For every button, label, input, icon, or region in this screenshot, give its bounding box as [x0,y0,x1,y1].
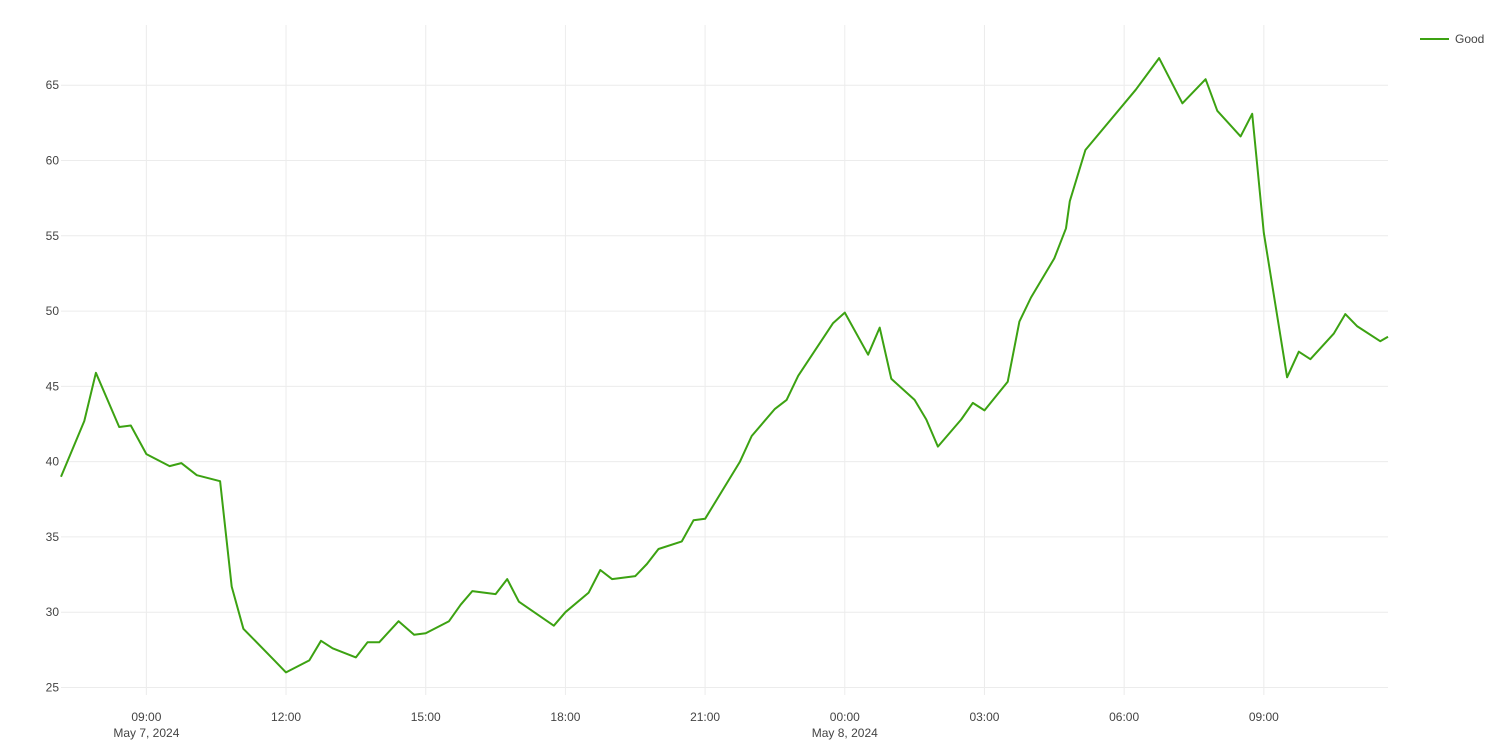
y-tick-label: 40 [46,455,60,469]
y-tick-label: 50 [46,304,60,318]
y-tick-label: 55 [46,229,60,243]
x-gridlines [145,25,1265,695]
y-axis-ticks: 25 30 35 40 45 50 55 60 65 [46,78,60,694]
x-tick-label: 06:00 [1109,710,1139,724]
y-tick-label: 30 [46,605,60,619]
x-tick-label: 21:00 [690,710,720,724]
y-tick-label: 60 [46,154,60,168]
y-tick-label: 45 [46,379,60,393]
x-tick-date-label: May 8, 2024 [812,726,878,740]
y-tick-label: 25 [46,680,60,694]
series-layer [60,57,1389,674]
x-tick-label: 00:00 [830,710,860,724]
x-tick-label: 09:00 [131,710,161,724]
legend-label-good: Good [1455,32,1484,46]
y-gridlines [61,84,1388,688]
x-tick-label: 09:00 [1249,710,1279,724]
x-tick-label: 18:00 [550,710,580,724]
x-tick-label: 03:00 [969,710,999,724]
y-tick-label: 65 [46,78,60,92]
y-tick-label: 35 [46,530,60,544]
legend[interactable]: Good [1420,32,1484,46]
x-tick-label: 15:00 [411,710,441,724]
x-axis-ticks: 09:00 May 7, 2024 12:00 15:00 18:00 21:00 00:0… [113,710,1279,740]
x-tick-date-label: May 7, 2024 [113,726,179,740]
series-line-good[interactable] [60,57,1389,674]
x-tick-label: 12:00 [271,710,301,724]
